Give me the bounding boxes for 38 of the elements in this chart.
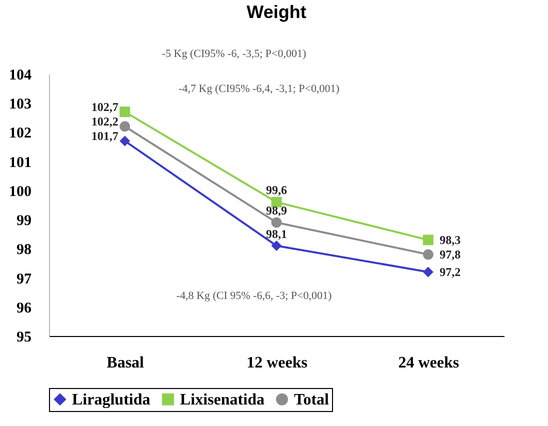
annotation: -4,8 Kg (CI 95% -6,6, -3; P<0,001) — [176, 290, 332, 302]
data-label: 102,2 — [91, 114, 118, 128]
y-tick-label: 103 — [9, 96, 32, 113]
point — [120, 121, 130, 132]
point — [120, 106, 130, 118]
annotation: -4,7 Kg (CI95% -6,4, -3,1; P<0,001) — [178, 83, 340, 95]
data-label: 97,2 — [440, 264, 461, 279]
y-tick-label: 100 — [9, 184, 32, 200]
y-tick-label: 96 — [16, 300, 32, 316]
point — [422, 249, 434, 260]
point — [120, 136, 130, 146]
legend-label: Lixisenatida — [180, 391, 264, 408]
data-label: 98,1 — [266, 226, 287, 241]
point — [271, 240, 282, 251]
text: -5 Kg (CI95% -6, -3,5; P<0,001) — [162, 48, 306, 60]
point — [271, 196, 282, 208]
chart-title: Weight — [246, 2, 306, 22]
point — [422, 266, 434, 278]
data-label: 97,8 — [440, 247, 461, 262]
y-tick-label: 98 — [16, 242, 32, 258]
x-tick-label: 12 weeks — [246, 354, 308, 372]
legend-label: Total — [294, 391, 330, 408]
y-tick-label: 95 — [16, 330, 32, 346]
point — [271, 217, 282, 228]
x-tick-label: Basal — [106, 354, 145, 372]
data-label: 98,3 — [440, 232, 461, 247]
data-label: 98,9 — [266, 203, 287, 218]
y-tick-label: 102 — [9, 126, 32, 142]
y-tick-label: 99 — [16, 213, 32, 230]
data-label: 102,7 — [91, 100, 118, 114]
y-tick-label: 101 — [9, 154, 32, 171]
data-label: 101,7 — [91, 128, 118, 143]
data-label: 99,6 — [266, 183, 287, 198]
y-tick-label: 97 — [16, 271, 32, 288]
y-tick-label: 104 — [9, 68, 32, 84]
legend-label: Liraglutida — [72, 391, 150, 408]
x-tick-label: 24 weeks — [398, 354, 460, 372]
point — [422, 234, 434, 246]
